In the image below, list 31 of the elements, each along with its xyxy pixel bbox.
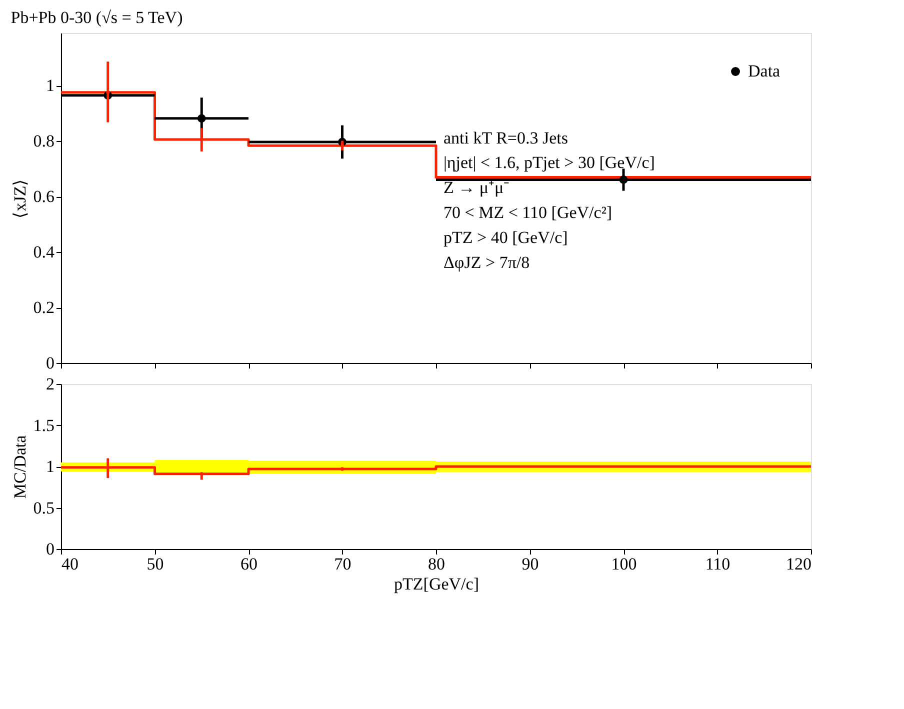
x-tick-label: 70 <box>334 554 352 574</box>
x-tick-label: 80 <box>428 554 445 574</box>
annotation: 70 < MZ < 110 [GeV/c²] <box>444 203 612 222</box>
y-tick-label: 0.6 <box>33 187 54 206</box>
y-tick-label: 2 <box>46 374 54 394</box>
y-tick-label: 0.5 <box>33 498 54 518</box>
y-tick-label: 0.8 <box>33 132 54 151</box>
annotation: ΔφJZ > 7π/8 <box>444 253 530 272</box>
y-tick-label: 1 <box>46 457 54 476</box>
y-tick-label: 0.2 <box>33 298 54 318</box>
x-tick-label: 90 <box>522 554 539 574</box>
annotation: Z → μ⁺μ⁻ <box>444 178 510 198</box>
x-tick-label: 40 <box>62 554 78 574</box>
x-tick-label: 100 <box>611 554 637 574</box>
annotation: |ηjet| < 1.6, pTjet > 30 [GeV/c] <box>444 153 655 172</box>
annotation: anti kT R=0.3 Jets <box>444 128 568 148</box>
y-tick-label: 1 <box>46 76 54 96</box>
x-tick-label: 110 <box>705 554 730 574</box>
y-tick-label: 1.5 <box>33 416 54 435</box>
annotation: pTZ > 40 [GeV/c] <box>444 228 568 248</box>
y-tick-label: 0.4 <box>33 242 55 262</box>
x-axis-title: pTZ[GeV/c] <box>394 574 479 594</box>
x-tick-label: 60 <box>240 554 258 574</box>
y-axis-title: ⟨xJZ⟩ <box>10 178 30 218</box>
y-tick-label: 0 <box>46 354 54 372</box>
chart-title: Pb+Pb 0-30 (√s = 5 TeV) <box>10 8 183 27</box>
y-tick-label: 0 <box>46 540 54 558</box>
x-tick-label: 50 <box>146 554 164 574</box>
x-tick-label: 120 <box>786 554 812 574</box>
legend-label: Data <box>748 62 781 80</box>
y-axis-title: MC/Data <box>10 434 30 499</box>
